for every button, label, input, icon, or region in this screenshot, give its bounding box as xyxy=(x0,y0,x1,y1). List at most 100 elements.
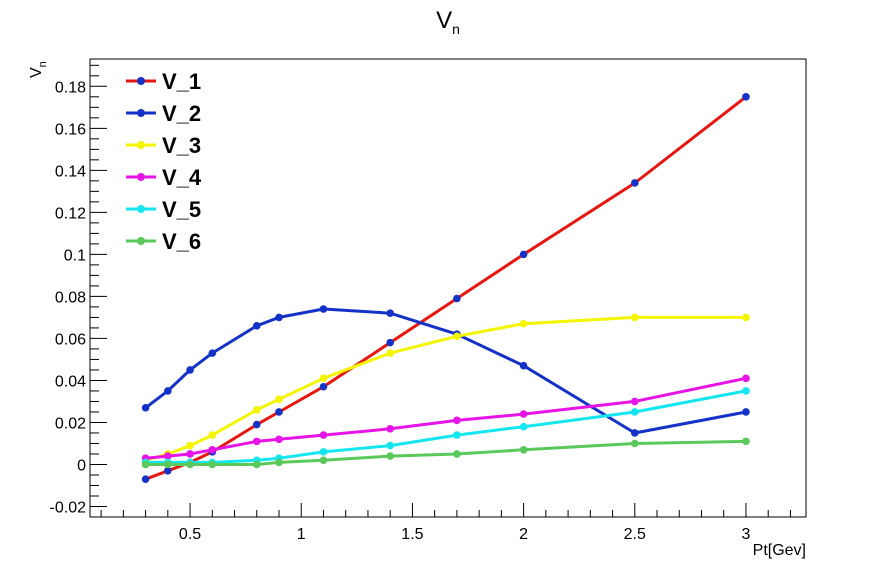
legend-marker xyxy=(137,77,145,85)
legend-marker xyxy=(137,109,145,117)
data-point xyxy=(319,305,328,313)
series-4 xyxy=(141,374,750,462)
data-point xyxy=(453,332,461,341)
x-tick-label: 2.5 xyxy=(624,526,646,543)
data-point xyxy=(453,416,461,425)
data-point xyxy=(453,294,461,303)
data-point xyxy=(453,431,461,439)
legend-label: V_4 xyxy=(162,165,202,190)
legend-entry: V_1 xyxy=(126,69,201,94)
data-point xyxy=(208,445,217,454)
data-point xyxy=(630,397,639,406)
data-point xyxy=(186,441,194,450)
data-point xyxy=(275,395,283,404)
data-point xyxy=(386,441,394,450)
y-tick-label: 0.08 xyxy=(55,289,86,306)
y-tick-label: 0.18 xyxy=(55,79,86,96)
data-point xyxy=(275,408,283,416)
data-point xyxy=(742,437,750,446)
data-point xyxy=(252,437,261,446)
data-point xyxy=(319,382,328,391)
y-tick-label: 0.1 xyxy=(64,247,86,264)
legend-entry: V_3 xyxy=(126,133,201,158)
data-point xyxy=(742,93,750,101)
x-tick-label: 3 xyxy=(742,526,751,543)
data-point xyxy=(252,420,261,429)
data-point xyxy=(186,460,194,469)
legend-label: V_1 xyxy=(162,69,201,94)
legend: V_1 V_2 V_3 V_4 V_5 V_6 xyxy=(126,69,202,254)
y-axis: -0.02 0 0.02 0.04 0.06 0.08 0.1 0.12 0.14 0.16 0.1… xyxy=(50,64,107,518)
x-tick-label: 2 xyxy=(519,526,528,543)
legend-label: V_5 xyxy=(162,197,201,222)
data-point xyxy=(164,387,172,395)
chart-title-subscript: n xyxy=(452,21,460,37)
data-point xyxy=(141,403,150,412)
data-point xyxy=(252,406,261,414)
data-point xyxy=(252,322,261,330)
y-tick-label: -0.02 xyxy=(50,499,87,516)
data-point xyxy=(319,431,328,439)
data-point xyxy=(319,456,328,465)
data-point xyxy=(164,466,172,475)
data-point xyxy=(519,319,528,328)
plot-frame-border xyxy=(89,58,807,518)
y-tick-label: 0.06 xyxy=(55,331,86,348)
y-axis-label-main: V xyxy=(28,67,45,78)
legend-label: V_3 xyxy=(162,133,201,158)
y-tick-label: 0.04 xyxy=(55,373,86,390)
data-point xyxy=(141,460,150,469)
data-point xyxy=(519,250,528,259)
data-point xyxy=(319,448,328,456)
legend-label: V_2 xyxy=(162,101,201,126)
series-line xyxy=(145,315,746,462)
data-point xyxy=(742,374,750,383)
data-point xyxy=(141,475,150,483)
legend-entry: V_2 xyxy=(126,101,201,126)
data-point xyxy=(630,429,639,437)
y-axis-label-subscript: n xyxy=(37,61,49,67)
data-point xyxy=(164,452,172,460)
data-point xyxy=(519,445,528,454)
legend-marker xyxy=(137,237,145,245)
data-point xyxy=(519,422,528,431)
data-point xyxy=(164,460,172,469)
data-point xyxy=(275,458,283,467)
y-tick-label: 0 xyxy=(77,457,86,474)
data-point xyxy=(630,313,639,322)
data-point xyxy=(386,349,394,357)
legend-marker xyxy=(137,173,145,181)
data-point xyxy=(742,408,750,416)
y-tick-label: 0.02 xyxy=(55,415,86,432)
data-point xyxy=(519,361,528,370)
plot-frame xyxy=(89,58,807,518)
data-point xyxy=(275,313,283,322)
legend-entry: V_4 xyxy=(126,165,202,190)
y-tick-label: 0.16 xyxy=(55,121,86,138)
chart-title-main: V xyxy=(436,7,452,34)
data-point xyxy=(252,460,261,469)
data-point xyxy=(453,450,461,458)
y-tick-label: 0.14 xyxy=(55,163,86,180)
data-point xyxy=(742,313,750,322)
data-point xyxy=(319,374,328,383)
legend-entry: V_6 xyxy=(126,229,201,254)
data-point xyxy=(742,387,750,395)
series-line xyxy=(144,307,747,435)
x-tick-label: 0.5 xyxy=(179,526,201,543)
data-point xyxy=(208,349,217,357)
chart-title: Vn xyxy=(436,7,460,37)
data-point xyxy=(386,309,394,318)
data-point xyxy=(186,366,194,374)
legend-label: V_6 xyxy=(162,229,201,254)
y-axis-label: Vn xyxy=(28,61,49,78)
data-point xyxy=(630,439,639,448)
data-point xyxy=(208,431,217,439)
legend-marker xyxy=(137,141,145,149)
data-point xyxy=(630,408,639,416)
x-tick-label: 1.5 xyxy=(401,526,423,543)
series-layer xyxy=(141,93,750,483)
series-6 xyxy=(141,437,750,469)
